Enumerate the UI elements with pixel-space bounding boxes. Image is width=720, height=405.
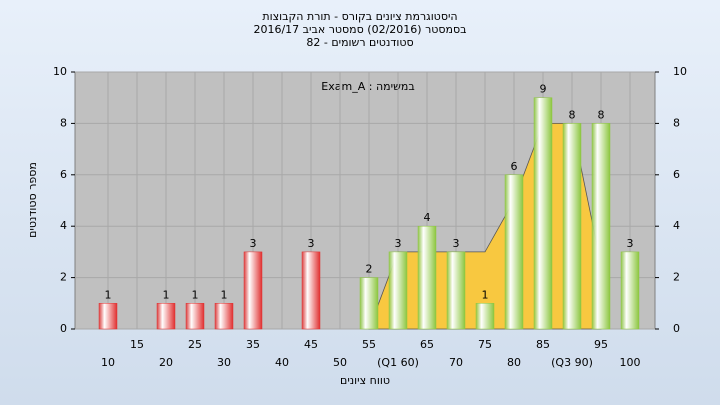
data-label: 3 xyxy=(250,237,257,250)
bar xyxy=(359,277,379,330)
data-label: 8 xyxy=(598,108,605,121)
x-tick-label: 100 xyxy=(620,356,641,369)
x-tick-label: 70 xyxy=(449,356,463,369)
bar xyxy=(417,225,437,330)
bar xyxy=(591,123,611,330)
y-axis-label: מספר סטודנטים xyxy=(26,162,39,238)
bar xyxy=(214,303,234,330)
x-tick-label: 80 xyxy=(507,356,521,369)
y-tick-label: 6 xyxy=(60,168,67,181)
bar xyxy=(562,123,582,330)
y-tick-label: 2 xyxy=(60,271,67,284)
bar xyxy=(388,251,408,330)
x-tick-label: 15 xyxy=(130,338,144,351)
y-tick-label: 10 xyxy=(53,65,67,78)
bar xyxy=(533,97,553,330)
bar xyxy=(98,303,118,330)
x-tick-label: 65 xyxy=(420,338,434,351)
bar xyxy=(475,303,495,330)
x-tick-label: 30 xyxy=(217,356,231,369)
data-label: 2 xyxy=(366,263,373,276)
x-tick-label: (Q1 60) xyxy=(377,356,419,369)
data-label: 3 xyxy=(627,237,634,250)
bar xyxy=(156,303,176,330)
bar xyxy=(185,303,205,330)
x-tick-label: 85 xyxy=(536,338,550,351)
y2-tick-label: 8 xyxy=(673,116,680,129)
x-tick-label: 20 xyxy=(159,356,173,369)
data-label: 3 xyxy=(308,237,315,250)
data-label: 8 xyxy=(569,108,576,121)
annotation: במשימה : Exam_A xyxy=(321,80,414,93)
x-tick-label: 40 xyxy=(275,356,289,369)
data-label: 3 xyxy=(395,237,402,250)
x-tick-label: 50 xyxy=(333,356,347,369)
x-tick-label: 95 xyxy=(594,338,608,351)
bar xyxy=(301,251,321,330)
bar xyxy=(620,251,640,330)
y-tick-label: 4 xyxy=(60,219,67,232)
x-tick-label: 75 xyxy=(478,338,492,351)
data-label: 1 xyxy=(221,288,228,301)
chart-subtitle: בסמסטר (02/2016) סמסטר אביב 2016/17 xyxy=(253,23,466,36)
y-tick-label: 8 xyxy=(60,116,67,129)
data-label: 1 xyxy=(163,288,170,301)
data-label: 1 xyxy=(105,288,112,301)
chart-title: היסטוגרמת ציונים בקורס - תורת הקבוצות xyxy=(262,10,457,23)
data-label: 1 xyxy=(192,288,199,301)
bar xyxy=(446,251,466,330)
y2-tick-label: 6 xyxy=(673,168,680,181)
y2-tick-label: 4 xyxy=(673,219,680,232)
data-label: 6 xyxy=(511,160,518,173)
y2-tick-label: 2 xyxy=(673,271,680,284)
x-tick-label: 25 xyxy=(188,338,202,351)
bar xyxy=(243,251,263,330)
x-tick-label: 45 xyxy=(304,338,318,351)
x-tick-label: 10 xyxy=(101,356,115,369)
x-tick-label: (Q3 90) xyxy=(551,356,593,369)
y-tick-label: 0 xyxy=(60,322,67,335)
data-label: 3 xyxy=(453,237,460,250)
x-tick-label: 35 xyxy=(246,338,260,351)
y2-tick-label: 0 xyxy=(673,322,680,335)
x-tick-label: 55 xyxy=(362,338,376,351)
bar xyxy=(504,174,524,330)
data-label: 1 xyxy=(482,288,489,301)
data-label: 9 xyxy=(540,83,547,96)
chart-subtitle: סטודנטים רשומים - 82 xyxy=(306,36,413,49)
data-label: 4 xyxy=(424,211,431,224)
x-axis-label: טווח ציונים xyxy=(340,374,390,387)
y2-tick-label: 10 xyxy=(673,65,687,78)
